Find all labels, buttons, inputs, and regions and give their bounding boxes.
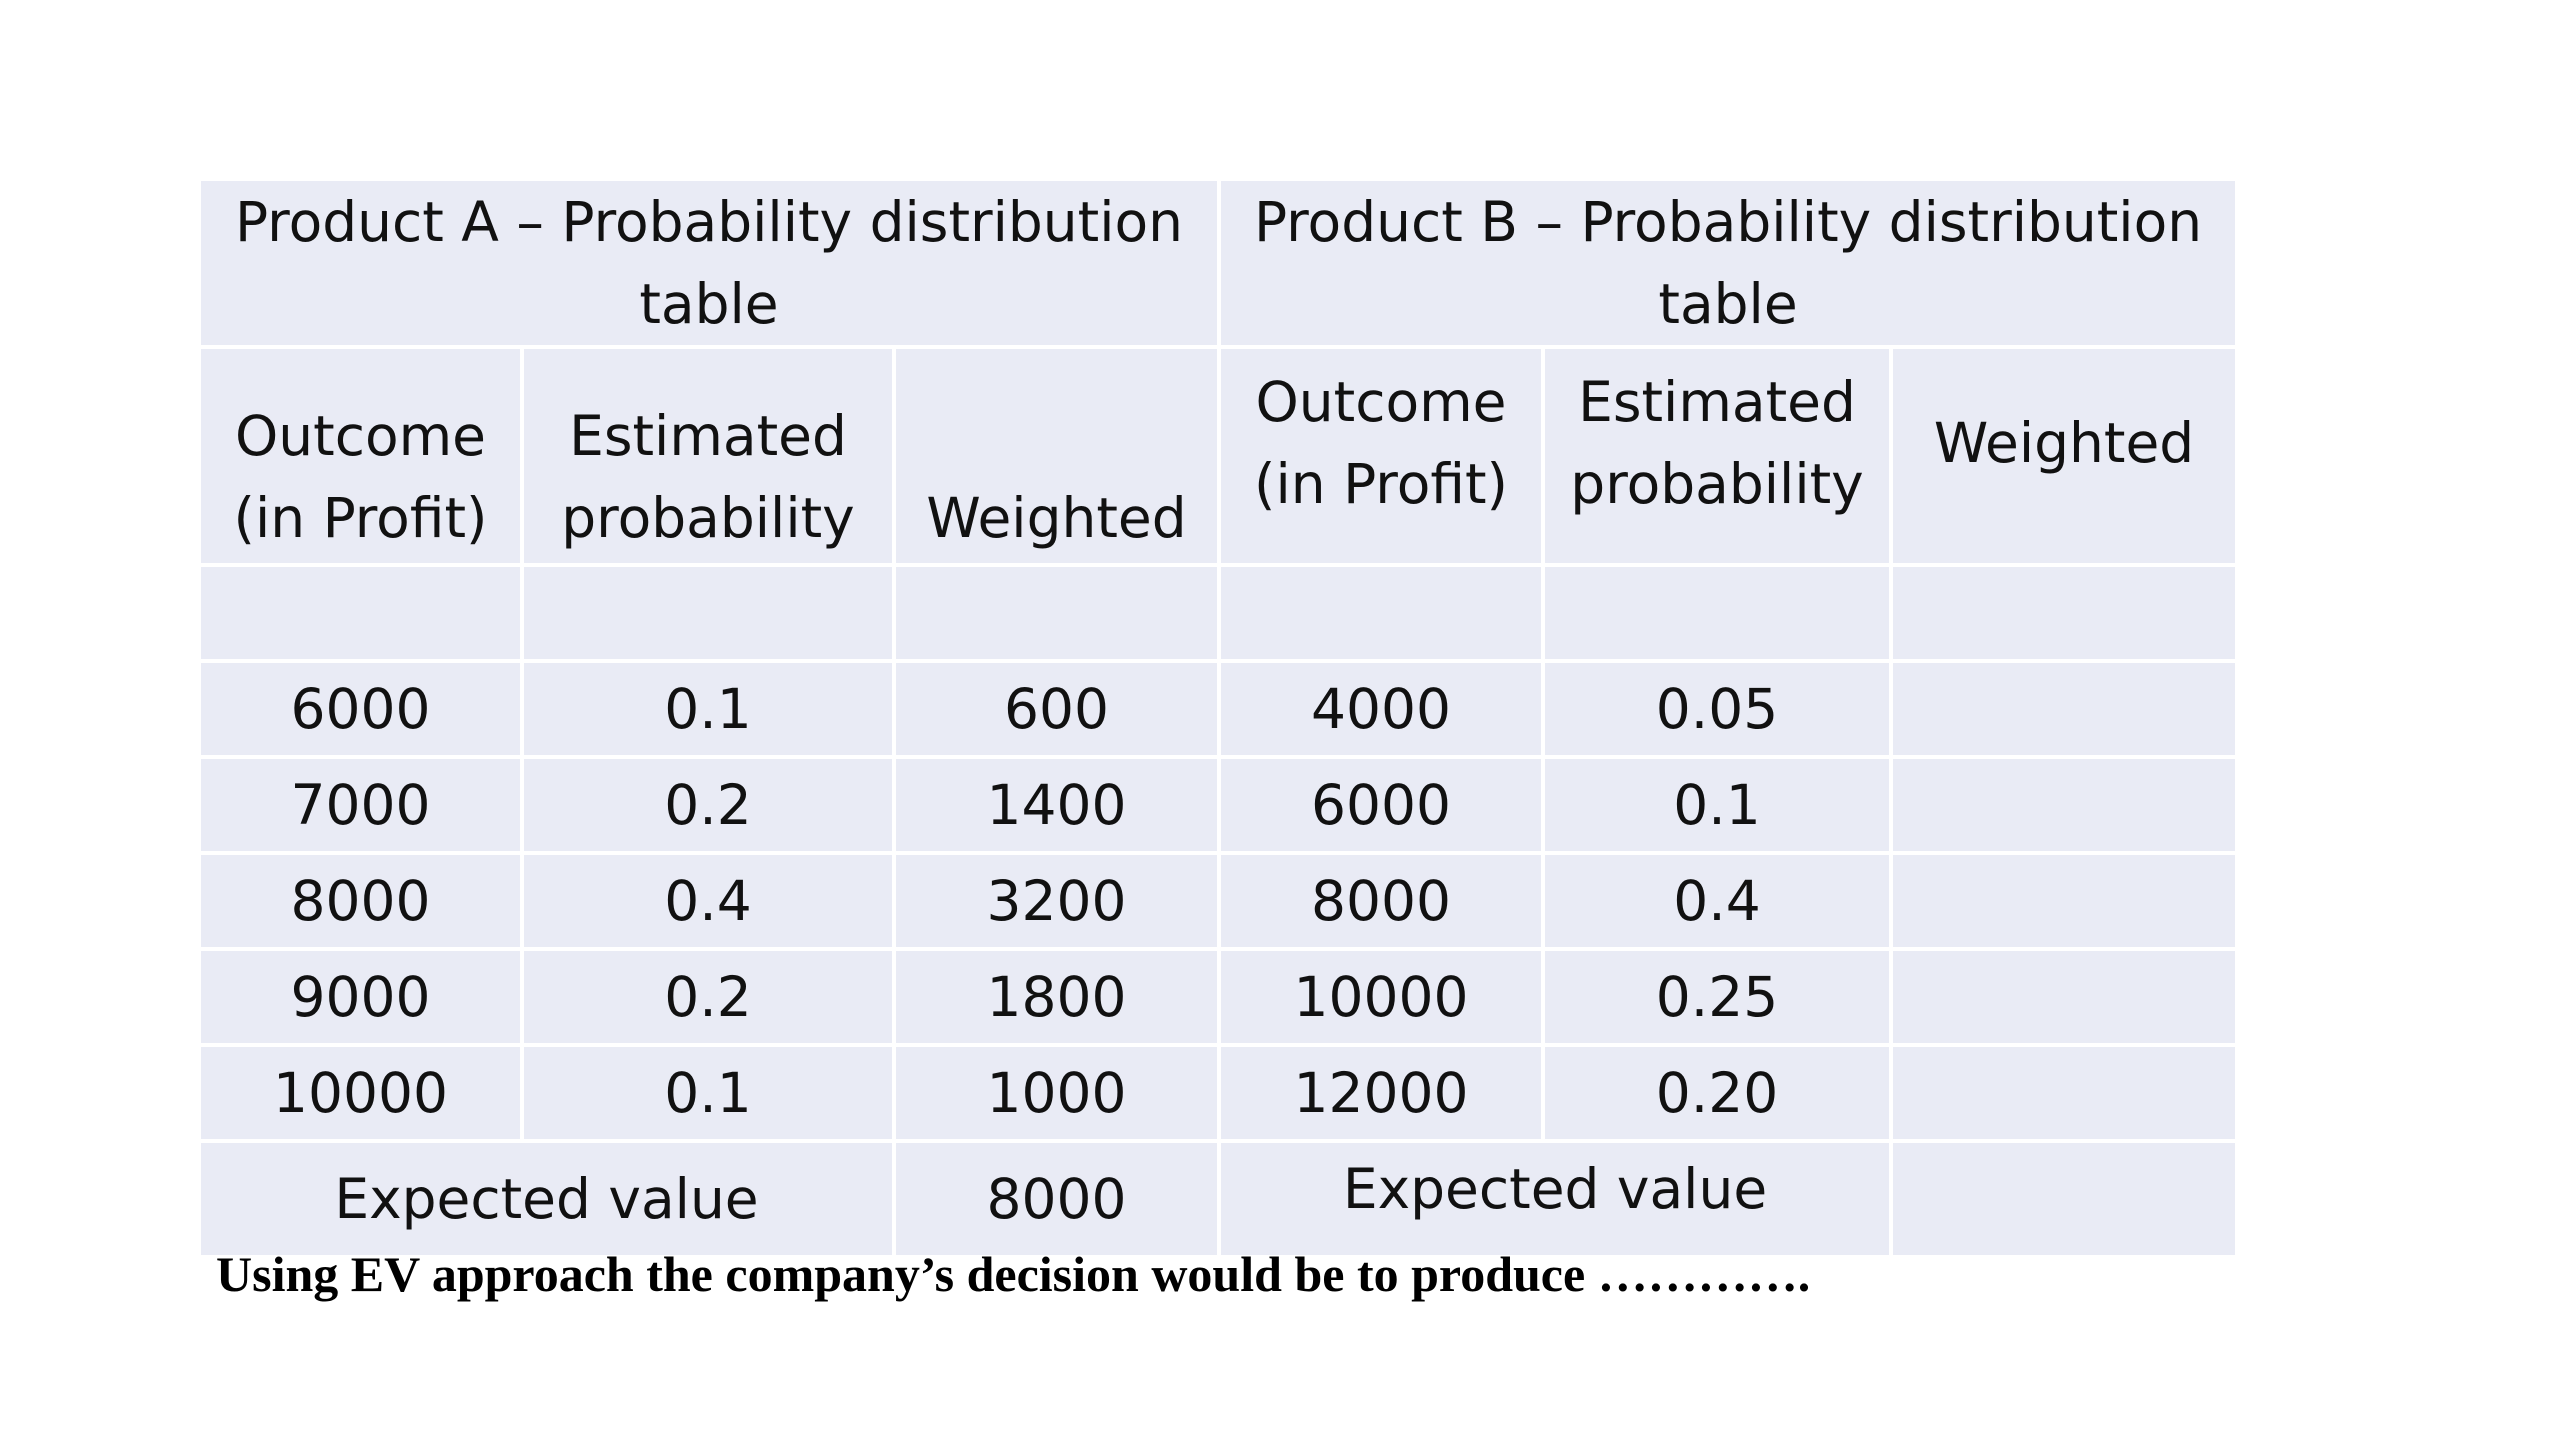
product-a-probability-cell: 0.1: [520, 1043, 896, 1143]
product-b-weighted-cell: [1889, 659, 2240, 759]
product-b-outcome-header: Outcome (in Profit): [1217, 345, 1546, 567]
product-a-probability-cell: 0.2: [520, 755, 896, 855]
product-a-outcome-cell: 8000: [197, 851, 524, 951]
product-b-weighted-cell: [1889, 1043, 2240, 1143]
conclusion-text: Using EV approach the company’s decision…: [216, 1246, 1811, 1302]
blank-cell: [1217, 563, 1546, 663]
table-row: 10000 0.1 1000 12000 0.20: [197, 1043, 2240, 1143]
product-b-weighted-cell: [1889, 851, 2240, 951]
product-b-title: Product B – Probability distribution tab…: [1217, 177, 2240, 349]
product-a-weighted-cell: 1400: [891, 755, 1222, 855]
product-b-probability-cell: 0.4: [1541, 851, 1894, 951]
product-a-weighted-cell: 600: [891, 659, 1222, 759]
product-a-weighted-cell: 1800: [891, 947, 1222, 1047]
table-row: 9000 0.2 1800 10000 0.25: [197, 947, 2240, 1047]
product-a-weighted-header: Weighted: [891, 345, 1222, 567]
product-b-probability-cell: 0.25: [1541, 947, 1894, 1047]
product-b-expected-value: [1889, 1139, 2240, 1259]
product-a-probability-header: Estimated probability: [520, 345, 896, 567]
table-row: 8000 0.4 3200 8000 0.4: [197, 851, 2240, 951]
expected-value-row: Expected value 8000 Expected value: [197, 1139, 2240, 1259]
product-a-weighted-cell: 1000: [891, 1043, 1222, 1143]
product-b-outcome-cell: 4000: [1217, 659, 1546, 759]
product-b-probability-cell: 0.20: [1541, 1043, 1894, 1143]
table-row: 6000 0.1 600 4000 0.05: [197, 659, 2240, 759]
product-a-probability-cell: 0.2: [520, 947, 896, 1047]
blank-cell: [1889, 563, 2240, 663]
product-a-weighted-cell: 3200: [891, 851, 1222, 951]
product-b-weighted-cell: [1889, 755, 2240, 855]
blank-row: [197, 563, 2240, 663]
product-b-probability-header: Estimated probability: [1541, 345, 1894, 567]
header-row: Outcome (in Profit) Estimated probabilit…: [197, 345, 2240, 567]
product-a-outcome-cell: 6000: [197, 659, 524, 759]
product-a-outcome-cell: 10000: [197, 1043, 524, 1143]
product-b-outcome-cell: 10000: [1217, 947, 1546, 1047]
product-a-probability-cell: 0.4: [520, 851, 896, 951]
product-a-outcome-header: Outcome (in Profit): [197, 345, 524, 567]
product-a-expected-value-label: Expected value: [197, 1139, 896, 1259]
product-b-expected-value-label: Expected value: [1217, 1139, 1894, 1259]
blank-cell: [197, 563, 524, 663]
product-a-title: Product A – Probability distribution tab…: [196, 177, 1222, 349]
product-b-outcome-cell: 8000: [1217, 851, 1546, 951]
product-a-outcome-cell: 7000: [197, 755, 524, 855]
product-a-outcome-cell: 9000: [197, 947, 524, 1047]
product-b-probability-cell: 0.05: [1541, 659, 1894, 759]
product-b-weighted-cell: [1889, 947, 2240, 1047]
product-b-weighted-header: Weighted: [1889, 345, 2240, 567]
product-b-probability-cell: 0.1: [1541, 755, 1894, 855]
product-b-outcome-cell: 12000: [1217, 1043, 1546, 1143]
probability-distribution-table: Product A – Probability distribution tab…: [196, 177, 2240, 1259]
title-row: Product A – Probability distribution tab…: [196, 177, 2240, 349]
blank-cell: [520, 563, 896, 663]
blank-cell: [891, 563, 1222, 663]
product-b-outcome-cell: 6000: [1217, 755, 1546, 855]
blank-cell: [1541, 563, 1894, 663]
product-a-probability-cell: 0.1: [520, 659, 896, 759]
product-a-expected-value: 8000: [891, 1139, 1222, 1259]
table-row: 7000 0.2 1400 6000 0.1: [197, 755, 2240, 855]
